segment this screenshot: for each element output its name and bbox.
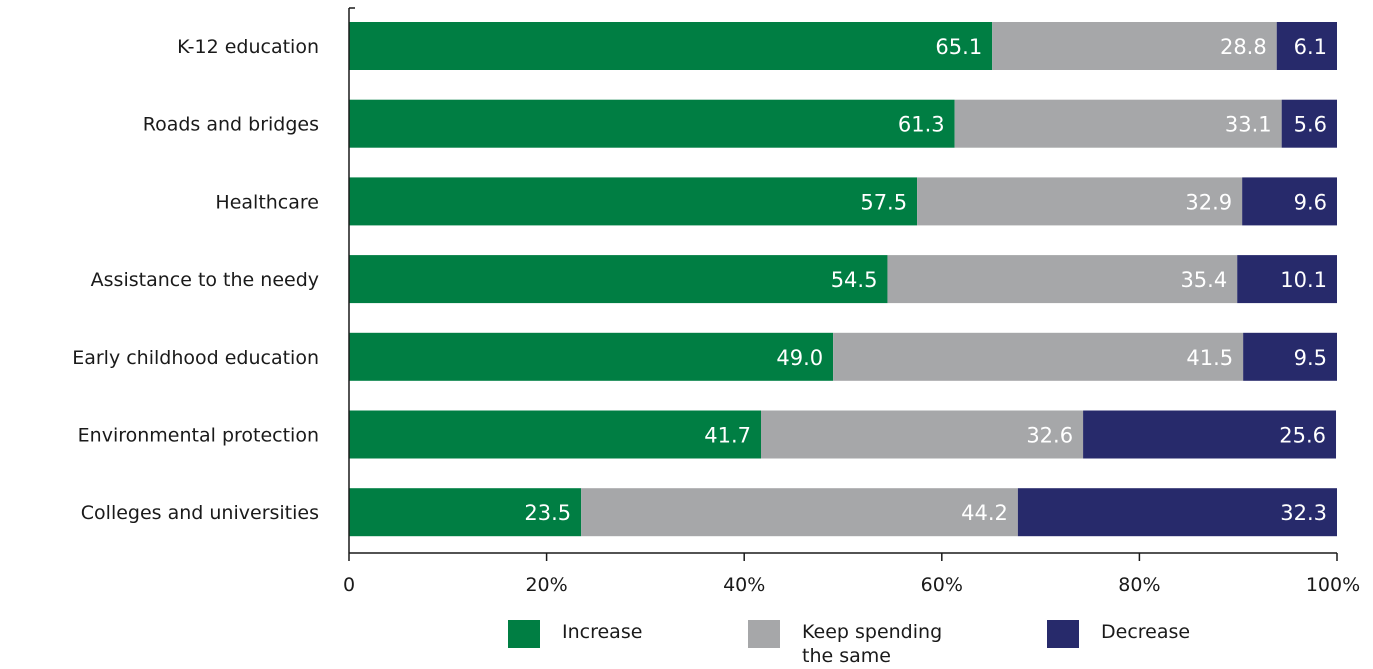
x-tick-label: 20%: [525, 574, 567, 596]
data-label-decrease: 10.1: [1280, 268, 1327, 292]
bar-segment-keep-same: [581, 488, 1018, 537]
legend-item-keep: Keep spending the same: [748, 620, 942, 668]
bar-segment-increase: [349, 255, 888, 304]
bar-segment-decrease: [1242, 177, 1337, 226]
data-label-increase: 49.0: [776, 346, 823, 370]
bar-segment-decrease: [1276, 22, 1337, 70]
bar-segment-increase: [349, 332, 834, 381]
bar-segment-decrease: [1243, 332, 1337, 381]
legend-label-increase: Increase: [562, 621, 643, 643]
bar-segment-increase: [349, 99, 955, 148]
data-label-keep-same: 33.1: [1225, 113, 1272, 137]
legend: Increase Keep spending the same Decrease: [0, 620, 1373, 669]
bar-segment-increase: [349, 177, 918, 226]
bar-segment-keep-same: [917, 177, 1243, 226]
category-label: K-12 education: [177, 36, 319, 58]
data-label-keep-same: 32.6: [1026, 424, 1073, 448]
data-label-keep-same: 41.5: [1186, 346, 1233, 370]
x-tick-label: 80%: [1118, 574, 1160, 596]
legend-swatch-keep: [748, 620, 780, 648]
data-label-keep-same: 32.9: [1185, 190, 1232, 214]
data-label-increase: 54.5: [831, 268, 878, 292]
x-tick-label: 0: [343, 574, 355, 596]
data-label-keep-same: 44.2: [961, 501, 1008, 525]
category-label: Environmental protection: [78, 425, 319, 447]
bar-segment-increase: [349, 410, 761, 459]
legend-label-keep: Keep spending the same: [802, 621, 943, 667]
stacked-bar-chart: 65.1 28.8 6.1 61.3 33.1 5.6 57.5 32.9 9.6 54.5 35.…: [72, 7, 1360, 596]
bar-segment-keep-same: [887, 255, 1238, 304]
legend-label-decrease: Decrease: [1101, 621, 1191, 643]
axes-group: [348, 7, 1337, 554]
bar-segment-decrease: [1237, 255, 1337, 304]
data-label-increase: 23.5: [524, 501, 571, 525]
bar-segment-decrease: [1083, 410, 1337, 459]
legend-swatch-increase: [508, 620, 540, 648]
x-tick-label: 100%: [1306, 574, 1360, 596]
data-label-decrease: 6.1: [1294, 35, 1327, 59]
category-label: Colleges and universities: [81, 502, 319, 524]
data-label-decrease: 5.6: [1294, 113, 1327, 137]
bar-segment-decrease: [1017, 488, 1337, 537]
legend-item-decrease: Decrease: [1047, 620, 1190, 648]
bars-group: 65.1 28.8 6.1 61.3 33.1 5.6 57.5 32.9 9.6 54.5 35.…: [349, 22, 1337, 537]
x-tick-label: 40%: [723, 574, 765, 596]
bar-segment-keep-same: [992, 22, 1277, 70]
data-label-decrease: 25.6: [1279, 424, 1326, 448]
data-label-increase: 65.1: [935, 35, 982, 59]
ticks-group: 0 20% 40% 60% 80% 100%: [343, 553, 1360, 596]
legend-swatch-decrease: [1047, 620, 1079, 648]
category-label: Roads and bridges: [143, 114, 319, 136]
data-label-increase: 57.5: [860, 190, 907, 214]
bar-segment-decrease: [1281, 99, 1337, 148]
x-tick-label: 60%: [921, 574, 963, 596]
data-label-keep-same: 28.8: [1220, 35, 1267, 59]
category-label: Healthcare: [215, 191, 319, 213]
category-labels-group: K-12 education Roads and bridges Healthcar…: [72, 36, 319, 524]
category-label: Assistance to the needy: [91, 269, 319, 291]
data-label-increase: 41.7: [704, 424, 751, 448]
category-label: Early childhood education: [72, 347, 319, 369]
bar-segment-increase: [349, 22, 993, 70]
bar-segment-increase: [349, 488, 582, 537]
data-label-decrease: 32.3: [1280, 501, 1327, 525]
data-label-decrease: 9.6: [1294, 190, 1327, 214]
data-label-keep-same: 35.4: [1180, 268, 1227, 292]
bar-segment-keep-same: [954, 99, 1282, 148]
bar-segment-keep-same: [833, 332, 1244, 381]
data-label-increase: 61.3: [898, 113, 945, 137]
bar-segment-keep-same: [760, 410, 1084, 459]
legend-item-increase: Increase: [508, 620, 642, 648]
data-label-decrease: 9.5: [1294, 346, 1327, 370]
